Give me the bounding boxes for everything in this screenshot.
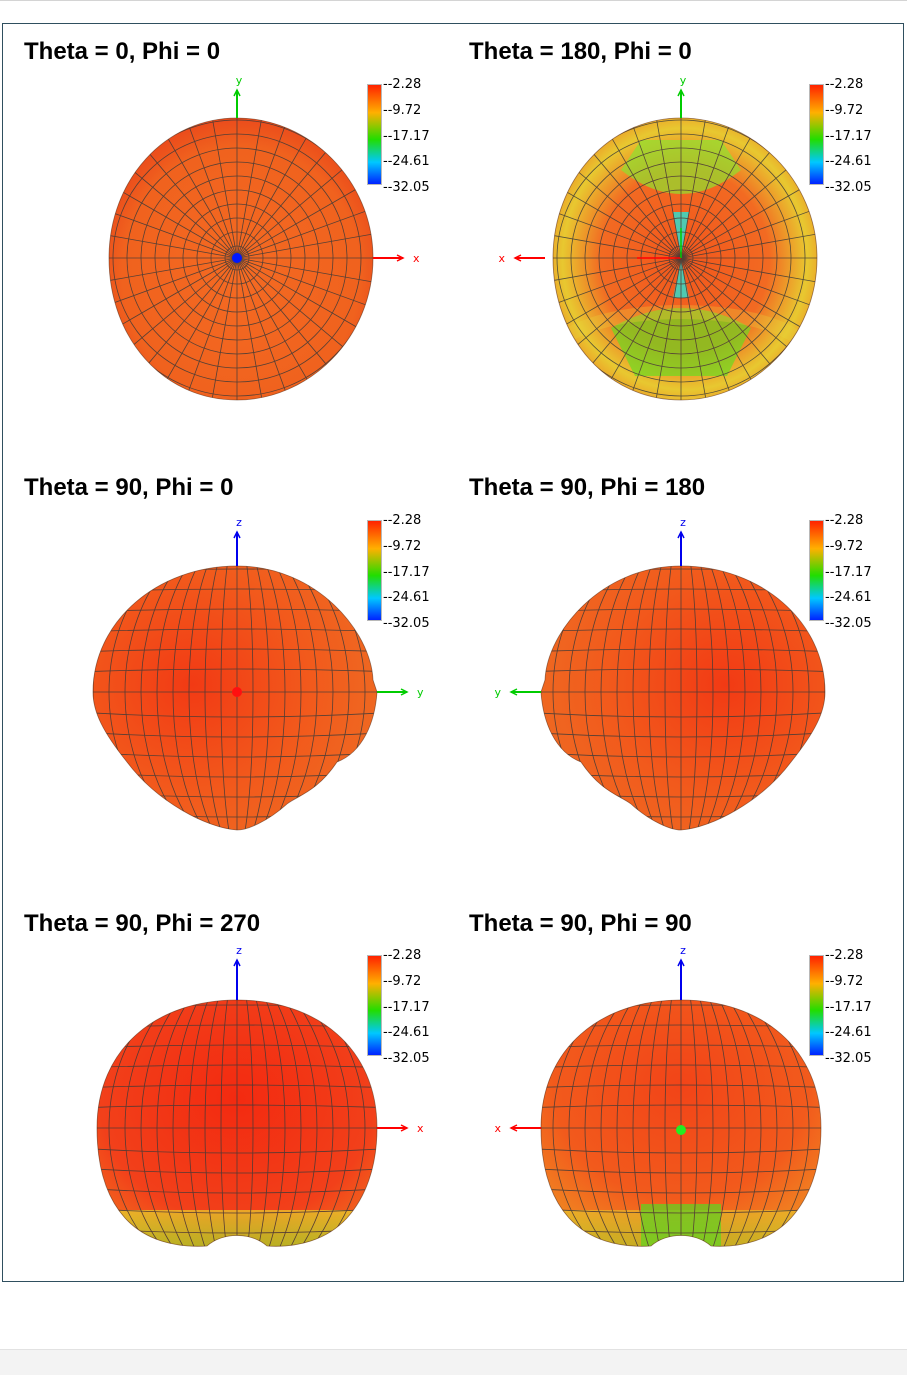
pattern-panel-3: yz	[92, 516, 424, 831]
axis-y-label: y	[417, 686, 424, 699]
colorbar-5	[367, 955, 382, 1056]
colorbar-label: --32.05	[383, 1051, 430, 1067]
center-marker	[676, 1125, 686, 1135]
axis-z-arrow	[233, 530, 241, 539]
axis-y-arrow	[233, 88, 241, 97]
colorbar-label: --2.28	[383, 948, 422, 963]
axis-y-label: y	[236, 74, 243, 87]
colorbar-label: --17.17	[383, 999, 430, 1015]
colorbar-2	[809, 84, 824, 185]
colorbar-4	[809, 520, 824, 621]
colorbar-1	[367, 84, 382, 185]
axis-y-label: y	[680, 74, 687, 87]
pattern-mesh	[97, 1000, 377, 1247]
colorbar-label: --17.17	[825, 999, 872, 1015]
colorbar-label: --9.72	[383, 538, 422, 554]
colorbar-label: --9.72	[383, 102, 422, 118]
axis-x-arrow	[513, 254, 522, 262]
axis-y-arrow	[400, 688, 409, 696]
center-marker	[232, 253, 242, 263]
axis-y-arrow	[509, 688, 518, 696]
axis-x-arrow	[509, 1124, 518, 1132]
colorbar-label: --24.61	[383, 1025, 430, 1041]
pattern-surface	[541, 566, 825, 830]
colorbar-label: --32.05	[825, 180, 872, 196]
colorbar-label: --24.61	[383, 590, 430, 606]
colorbar-label: --9.72	[383, 973, 422, 989]
pattern-outline	[552, 117, 818, 401]
colorbar-label: --2.28	[825, 948, 864, 963]
colorbar-label: --32.05	[383, 180, 430, 196]
center-marker	[232, 687, 242, 697]
pattern-panel-5: xz	[96, 944, 424, 1247]
colorbar-label: --32.05	[383, 616, 430, 632]
colorbar-label: --9.72	[825, 102, 864, 118]
pattern-panel-4: yz	[494, 516, 826, 831]
axis-x-label: x	[417, 1122, 424, 1135]
axis-x-label: x	[413, 252, 420, 265]
colorbar-label: --2.28	[825, 77, 864, 92]
colorbar-label: --17.17	[383, 564, 430, 580]
pattern-mesh	[109, 118, 373, 400]
colorbar-label: --24.61	[825, 154, 872, 170]
panel-title-2: Theta = 180, Phi = 0	[469, 38, 692, 65]
axis-z-label: z	[236, 516, 242, 529]
colorbar-label: --2.28	[825, 513, 864, 528]
colorbar-label: --2.28	[383, 513, 422, 528]
colorbar-label: --17.17	[383, 128, 430, 144]
colorbar-label: --17.17	[825, 128, 872, 144]
axis-z-label: z	[680, 516, 686, 529]
axis-x-arrow	[396, 254, 405, 262]
colorbar-label: --24.61	[825, 590, 872, 606]
colorbar-label: --24.61	[825, 1025, 872, 1041]
axis-z-arrow	[677, 530, 685, 539]
axis-z-arrow	[233, 958, 241, 967]
axis-x-label: x	[498, 252, 505, 265]
pattern-outline	[540, 999, 822, 1247]
panel-title-6: Theta = 90, Phi = 90	[469, 910, 692, 937]
colorbar-label: --32.05	[825, 1051, 872, 1067]
pattern-panel-6: xz	[494, 944, 822, 1247]
panel-title-5: Theta = 90, Phi = 270	[24, 910, 261, 937]
colorbar-label: --2.28	[383, 77, 422, 92]
axis-z-arrow	[677, 958, 685, 967]
pattern-panel-2: xy	[498, 74, 818, 401]
axis-y-label: y	[494, 686, 501, 699]
axis-z-label: z	[236, 944, 242, 957]
pattern-outline	[540, 565, 826, 831]
pattern-mesh	[541, 566, 825, 830]
panel-title-3: Theta = 90, Phi = 0	[24, 474, 234, 501]
axis-y-arrow	[677, 88, 685, 97]
axis-x-label: x	[494, 1122, 501, 1135]
colorbar-label: --9.72	[825, 973, 864, 989]
axis-x-arrow	[400, 1124, 409, 1132]
pattern-panel-1: xy	[108, 74, 420, 401]
colorbar-label: --24.61	[383, 154, 430, 170]
top-border	[0, 0, 907, 1]
bottom-bar	[0, 1349, 907, 1375]
pattern-outline	[92, 565, 378, 831]
colorbar-6	[809, 955, 824, 1056]
colorbar-label: --9.72	[825, 538, 864, 554]
colorbar-label: --17.17	[825, 564, 872, 580]
colorbar-3	[367, 520, 382, 621]
pattern-surface	[93, 566, 377, 830]
pattern-outline	[96, 999, 378, 1247]
pattern-mesh	[93, 566, 377, 830]
colorbar-label: --32.05	[825, 616, 872, 632]
panel-title-4: Theta = 90, Phi = 180	[469, 474, 706, 501]
panel-title-1: Theta = 0, Phi = 0	[24, 38, 221, 65]
axis-z-label: z	[680, 944, 686, 957]
